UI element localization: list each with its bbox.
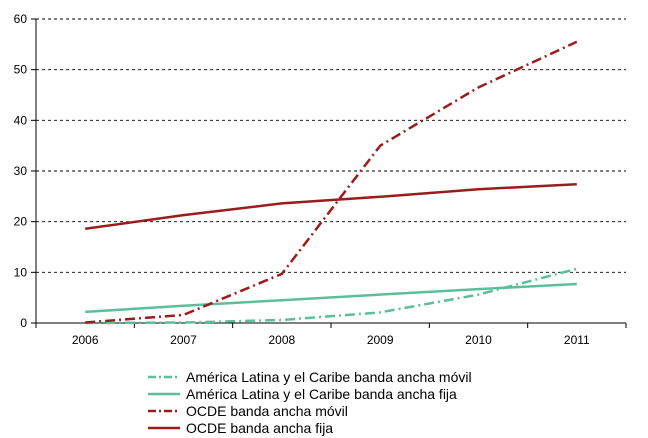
x-tick-label: 2006 (72, 333, 99, 347)
x-tick-label: 2009 (367, 333, 394, 347)
series-lines (85, 40, 578, 325)
y-tick-label: 60 (14, 12, 28, 26)
legend-label: OCDE banda ancha fija (186, 419, 334, 436)
legend-item: América Latina y el Caribe banda ancha m… (148, 368, 472, 385)
legend-item: OCDE banda ancha móvil (148, 402, 472, 419)
legend-swatch-icon (148, 392, 180, 395)
series-line (85, 40, 578, 324)
legend: América Latina y el Caribe banda ancha m… (148, 368, 472, 436)
x-tick-label: 2011 (564, 333, 590, 347)
y-tick-label: 40 (14, 113, 28, 127)
y-tick-label: 50 (14, 63, 28, 77)
legend-item: OCDE banda ancha fija (148, 419, 472, 436)
legend-label: América Latina y el Caribe banda ancha f… (186, 385, 457, 402)
legend-swatch-icon (148, 409, 180, 412)
axes (31, 18, 627, 328)
legend-swatch-icon (148, 375, 180, 378)
series-line (85, 282, 577, 314)
gridlines (36, 18, 626, 273)
x-tick-label: 2008 (268, 333, 295, 347)
x-tick-label: 2010 (465, 333, 492, 347)
y-tick-label: 10 (14, 265, 28, 279)
line-chart: 0 10 20 30 40 50 60 2006 2007 2008 2009 2010 2011 (14, 12, 627, 347)
legend-label: América Latina y el Caribe banda ancha m… (186, 368, 472, 385)
x-tick-label: 2007 (170, 333, 197, 347)
legend-label: OCDE banda ancha móvil (186, 402, 348, 419)
series-line (85, 182, 577, 231)
tick-labels: 0 10 20 30 40 50 60 2006 2007 2008 2009 2010 2011 (14, 12, 590, 347)
y-tick-label: 30 (14, 164, 28, 178)
legend-item: América Latina y el Caribe banda ancha f… (148, 385, 472, 402)
y-tick-label: 20 (14, 215, 28, 229)
y-tick-label: 0 (20, 316, 27, 330)
legend-swatch-icon (148, 426, 180, 429)
series-line (85, 267, 578, 325)
